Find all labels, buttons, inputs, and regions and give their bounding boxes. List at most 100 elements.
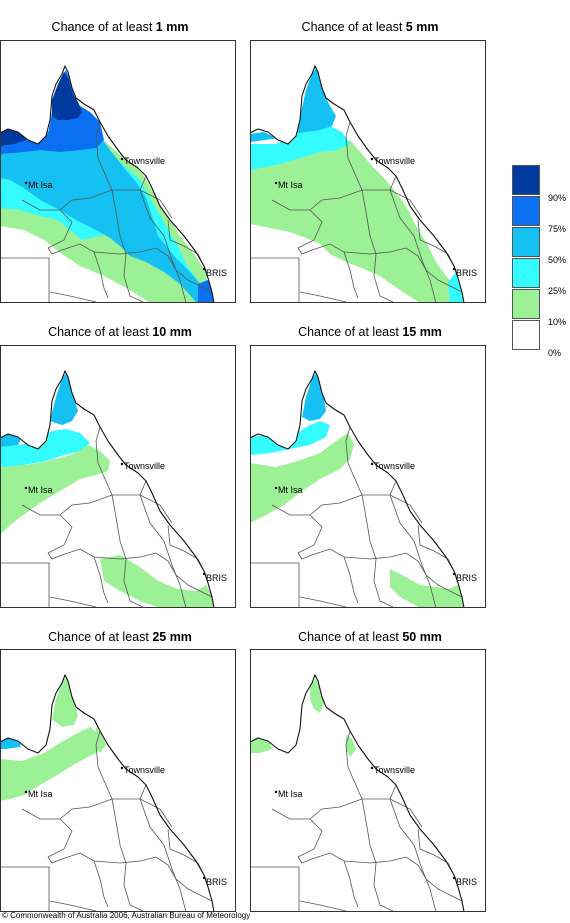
rain-probability-zone [390,569,464,608]
panel-title-25mm: Chance of at least 25 mm [48,630,192,644]
region-boundary [299,900,347,912]
region-boundary [343,552,463,598]
region-boundary [361,494,396,608]
town-marker [24,486,28,490]
legend-label-25: 25% [548,286,567,296]
map-frame [0,649,236,912]
legend-label-90: 90% [548,193,567,203]
region-boundary [93,247,213,293]
region-boundary [95,730,113,800]
region-boundary [343,856,463,902]
region-boundary [250,562,300,608]
town-marker [274,790,278,794]
map-5mm: Townsville Mt Isa BRIS [250,40,486,303]
town-label-brisbane: BRIS [206,877,227,887]
region-boundary [49,291,97,303]
region-boundary [93,856,213,902]
town-marker [370,766,374,770]
region-boundary [299,291,347,303]
legend-label-75: 75% [548,224,567,234]
region-boundary [417,524,457,576]
town-label-mt_isa: Mt Isa [28,789,53,799]
panel-title-50mm: Chance of at least 50 mm [298,630,442,644]
rain-probability-zone [250,124,350,170]
legend-label-10: 10% [548,317,567,327]
legend-swatch-90 [512,165,540,195]
region-boundary [0,562,50,608]
copyright-notice: © Commonwealth of Australia 2006, Austra… [2,911,251,920]
region-boundary [361,189,396,303]
map-15mm: Townsville Mt Isa BRIS [250,345,486,608]
probability-legend: 90% 75% 50% 25% 10% 0% [512,165,570,358]
rain-probability-zone [52,72,82,120]
rain-probability-zone [250,68,336,142]
map-25mm: Townsville Mt Isa BRIS [0,649,236,912]
panel-title-10mm: Chance of at least 10 mm [48,325,192,339]
rain-probability-zone [250,140,464,303]
map-frame [0,40,236,303]
region-boundary [343,247,463,293]
rain-probability-zone [250,421,330,455]
region-boundary [111,494,146,608]
legend-swatch-0 [512,320,540,350]
region-boundary [49,596,97,608]
region-boundary [21,504,73,554]
town-marker [120,766,124,770]
region-boundary [417,828,457,880]
town-marker [24,181,28,185]
coastline [250,65,465,303]
legend-label-0: 0% [548,348,562,358]
town-label-mt_isa: Mt Isa [28,485,53,495]
region-boundary [167,524,207,576]
region-boundary [47,548,109,604]
town-marker [274,486,278,490]
rain-probability-zone [0,429,90,467]
region-boundary [111,189,146,303]
region-boundary [297,243,359,299]
town-label-townsville: Townsville [374,156,415,166]
legend-swatch-50 [512,227,540,257]
panel-title-15mm: Chance of at least 15 mm [298,325,442,339]
coastline [0,674,215,912]
rain-probability-zone [250,735,272,753]
town-label-brisbane: BRIS [206,573,227,583]
town-label-townsville: Townsville [124,156,165,166]
town-marker [202,876,206,880]
region-boundary [297,548,359,604]
map-1mm: Townsville Mt Isa BRIS [0,40,236,303]
town-label-townsville: Townsville [374,461,415,471]
region-boundary [345,426,363,496]
map-frame [250,40,486,303]
rain-probability-zone [100,555,214,608]
region-boundary [93,552,213,598]
rain-probability-zone [0,727,104,801]
town-marker [120,157,124,161]
map-canvas: Townsville Mt Isa BRIS [250,40,486,303]
town-marker [120,462,124,466]
region-boundary [95,426,113,496]
rain-probability-zone [346,735,356,757]
region-boundary [49,900,97,912]
region-boundary [250,866,300,912]
town-marker [370,157,374,161]
rain-probability-zone [250,433,354,523]
map-10mm: Townsville Mt Isa BRIS [0,345,236,608]
region-boundary [297,852,359,908]
map-frame [0,345,236,608]
region-boundary [271,504,323,554]
rain-probability-zone [302,373,326,421]
town-label-brisbane: BRIS [456,877,477,887]
region-boundary [0,866,50,912]
town-label-brisbane: BRIS [456,573,477,583]
map-frame [250,345,486,608]
region-boundary [389,175,437,303]
region-boundary [47,243,109,299]
region-boundary [95,121,113,191]
region-boundary [0,257,50,303]
rain-probability-zone [310,679,324,713]
town-label-mt_isa: Mt Isa [278,789,303,799]
town-marker [202,267,206,271]
region-boundary [139,784,187,912]
town-label-mt_isa: Mt Isa [278,180,303,190]
town-marker [202,572,206,576]
